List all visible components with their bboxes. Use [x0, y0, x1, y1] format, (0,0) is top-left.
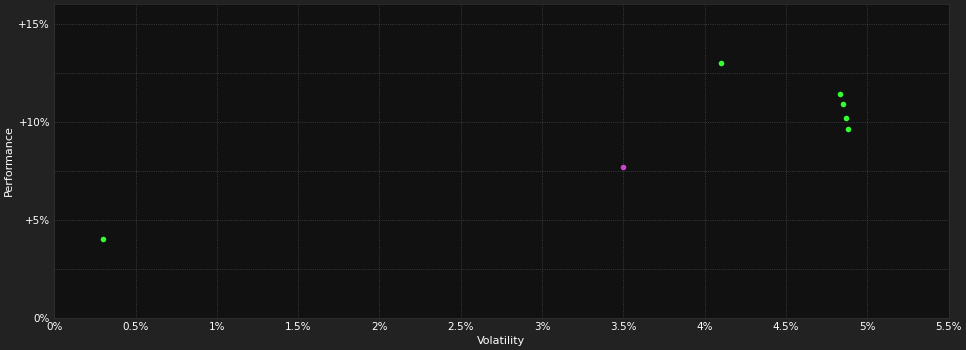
Y-axis label: Performance: Performance — [4, 125, 14, 196]
X-axis label: Volatility: Volatility — [477, 336, 526, 346]
